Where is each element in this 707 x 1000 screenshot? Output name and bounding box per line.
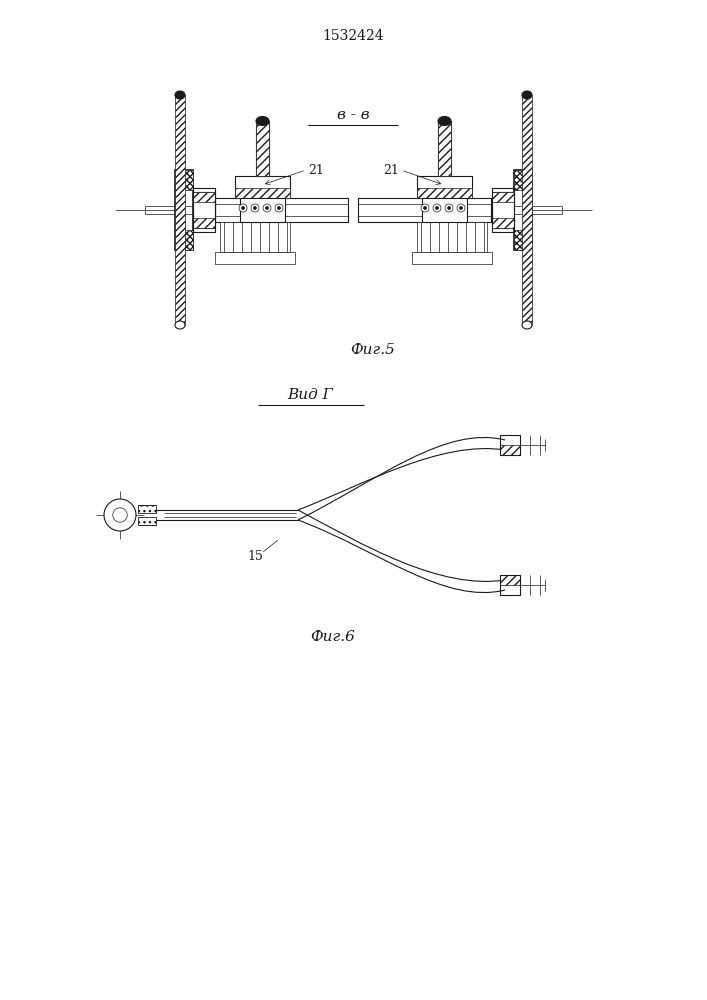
Bar [215,198,348,222]
Bar [417,176,472,198]
Bar [138,517,156,525]
Bar [175,230,193,250]
Text: 15: 15 [247,550,263,564]
Ellipse shape [522,91,532,99]
Text: 21: 21 [383,163,399,176]
Bar [358,198,491,222]
Bar [438,121,451,176]
Circle shape [436,207,438,210]
Bar [193,188,215,232]
Circle shape [278,207,281,210]
Bar [193,192,215,202]
Bar [514,170,532,250]
Circle shape [104,499,136,531]
Circle shape [421,204,429,212]
Bar [522,95,532,325]
Bar [500,445,520,455]
Bar [514,230,532,250]
Circle shape [457,204,465,212]
Circle shape [254,207,257,210]
Circle shape [242,207,245,210]
Ellipse shape [522,321,532,329]
Bar [492,188,514,232]
Bar [422,198,467,222]
Bar [193,218,215,228]
Text: Фиг.6: Фиг.6 [310,630,356,644]
Circle shape [266,207,269,210]
Circle shape [460,207,462,210]
Bar [500,575,520,595]
Bar [256,121,269,176]
Bar [492,192,514,202]
Bar [438,121,451,176]
Bar [215,252,295,264]
Ellipse shape [256,116,269,125]
Bar [175,95,185,325]
Bar [514,170,532,190]
Bar [138,517,156,525]
Circle shape [113,508,127,522]
Ellipse shape [438,116,451,125]
Bar [240,198,285,222]
Bar [256,121,269,176]
Bar [235,176,290,198]
Bar [500,435,520,455]
Bar [175,170,193,190]
Circle shape [445,204,453,212]
Text: в - в: в - в [337,108,369,122]
Bar [235,188,290,198]
Bar [500,575,520,585]
Bar [492,218,514,228]
Bar [175,170,193,250]
Bar [138,505,156,513]
Bar [417,222,487,252]
Circle shape [423,207,426,210]
Bar [138,505,156,513]
Circle shape [448,207,450,210]
Ellipse shape [175,321,185,329]
Bar [412,252,492,264]
Ellipse shape [175,91,185,99]
Circle shape [251,204,259,212]
Bar [220,222,290,252]
Text: 1532424: 1532424 [322,29,384,43]
Circle shape [263,204,271,212]
Bar [492,192,514,228]
Text: 21: 21 [308,163,324,176]
Circle shape [433,204,441,212]
Text: Фиг.5: Фиг.5 [351,343,395,357]
Circle shape [239,204,247,212]
Circle shape [275,204,283,212]
Bar [417,188,472,198]
Bar [193,192,215,228]
Text: Вид Г: Вид Г [287,388,333,402]
